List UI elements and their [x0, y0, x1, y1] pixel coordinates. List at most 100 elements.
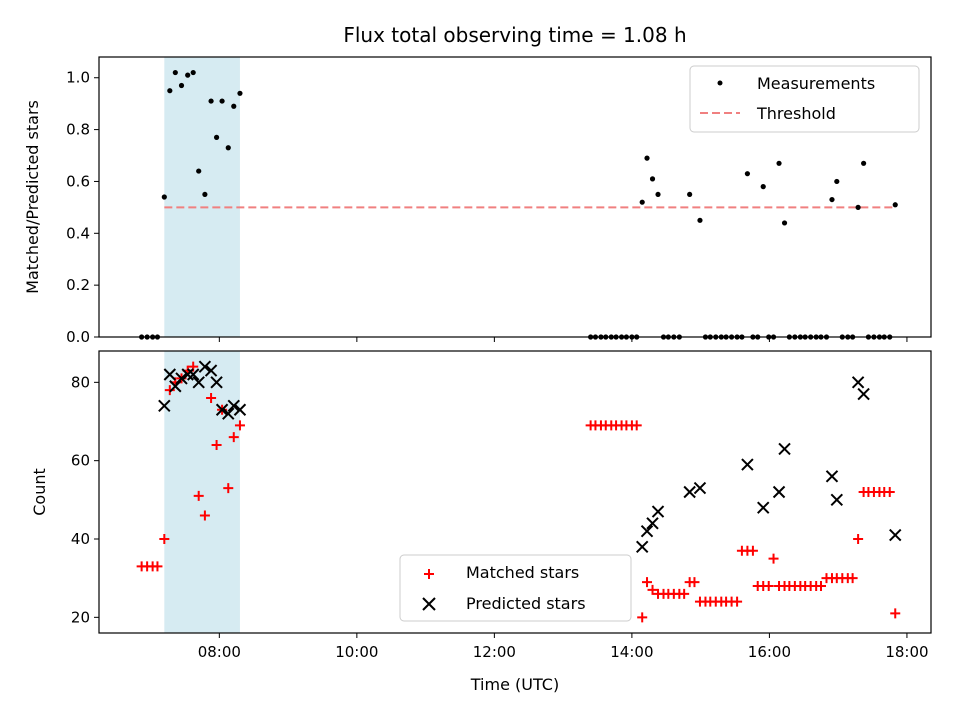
measurement-point [219, 98, 225, 104]
matched-star-point [647, 584, 658, 595]
matched-star-point [637, 612, 648, 623]
predicted-star-point [857, 387, 870, 401]
y-tick-label: 0.8 [66, 121, 90, 139]
observing-window-shade-top [164, 57, 240, 337]
predicted-star-point [683, 485, 696, 499]
matched-star-point [732, 596, 743, 607]
y-ticks-ratio: 0.0 0.2 0.4 0.6 0.8 1.0 [66, 69, 99, 346]
matched-star-point [679, 588, 690, 599]
matched-star-point [206, 393, 217, 403]
measurement-point [855, 204, 861, 210]
predicted-star-point [741, 458, 754, 471]
legend-count: Matched stars Predicted stars [399, 554, 632, 622]
measurement-point [161, 194, 167, 200]
measurement-point [687, 191, 693, 198]
y-tick-label: 80 [71, 373, 90, 391]
measurement-point [172, 69, 178, 76]
y-tick-label: 0.6 [66, 172, 90, 190]
matched-star-point [199, 510, 210, 521]
y-tick-label: 1.0 [66, 69, 90, 87]
predicted-star-point [635, 540, 649, 554]
y-tick-label: 0.4 [66, 224, 90, 242]
chart-title: Flux total observing time = 1.08 h [343, 23, 686, 47]
measurement-point [649, 176, 656, 182]
x-tick-label: 10:00 [335, 643, 378, 661]
predicted-star-point [693, 481, 707, 495]
legend-label-threshold: Threshold [756, 104, 836, 123]
matched-star-point [847, 573, 858, 584]
matched-star-point [853, 534, 864, 544]
matched-star-point [159, 534, 170, 544]
predicted-star-point [889, 528, 902, 542]
predicted-star-point [772, 485, 786, 499]
measurement-point [697, 217, 703, 223]
measurement-point [834, 178, 840, 185]
legend-marker-predicted [422, 597, 436, 611]
matched-star-point [890, 608, 901, 619]
measurement-point [781, 220, 788, 226]
predicted-star-point [222, 407, 235, 420]
legend-box-count [399, 554, 632, 622]
predicted-star-point [233, 403, 247, 416]
y-ticks-count: 20 40 60 80 [71, 373, 99, 626]
predicted-star-point [198, 360, 212, 373]
matched-star-point [884, 487, 895, 497]
y-tick-label: 20 [71, 608, 90, 626]
x-axis-label: Time (UTC) [470, 675, 559, 694]
matched-star-point [631, 420, 642, 431]
legend-box-ratio [689, 65, 920, 133]
y-tick-label: 60 [71, 452, 90, 470]
legend-ratio: Measurements Threshold [689, 65, 920, 133]
matched-star-point [763, 581, 774, 591]
measurement-point [185, 72, 191, 78]
x-ticks-count: 08:00 10:00 12:00 14:00 16:00 18:00 [198, 633, 929, 661]
measurement-point [213, 134, 220, 140]
matched-star-point [193, 490, 204, 501]
axes-frame-ratio [98, 56, 932, 338]
measurement-point [829, 196, 835, 203]
x-tick-label: 18:00 [885, 643, 928, 661]
y-tick-label: 0.0 [66, 328, 90, 346]
predicted-star-point [778, 442, 791, 456]
measurement-point [196, 168, 202, 174]
matched-star-point [689, 577, 700, 588]
predicted-star-point [851, 376, 865, 389]
matched-star-point [747, 545, 758, 556]
x-tick-label: 12:00 [473, 643, 516, 661]
predicted-star-point [158, 399, 171, 413]
predicted-star-point [181, 368, 194, 381]
matched-star-point [228, 432, 239, 443]
measurement-point [892, 202, 898, 208]
predicted-star-point [186, 368, 200, 381]
matched-star-point [152, 561, 163, 572]
measurement-point [231, 103, 237, 109]
legend-label-measurements: Measurements [757, 74, 875, 93]
y-tick-label: 40 [71, 530, 90, 548]
x-tick-label: 08:00 [198, 643, 241, 661]
matched-star-point [223, 483, 234, 494]
predicted-star-point [169, 380, 182, 393]
measurement-point [760, 184, 766, 190]
measurement-point [208, 98, 214, 104]
predicted-star-point [825, 470, 839, 483]
predicted-star-point [204, 364, 218, 377]
y-axis-label-ratio: Matched/Predicted stars [23, 100, 42, 294]
predicted-star-point [192, 376, 205, 389]
x-tick-label: 16:00 [748, 643, 791, 661]
predicted-star-point [830, 493, 844, 507]
measurement-point [744, 171, 751, 177]
predicted-star-point [757, 501, 770, 514]
legend-label-matched: Matched stars [466, 563, 579, 582]
predicted-stars-points [158, 360, 902, 554]
predicted-star-point [227, 399, 240, 413]
panel-ratio: 0.0 0.2 0.4 0.6 0.8 1.0 Matched/Predicted sta… [23, 56, 932, 346]
matched-star-point [211, 440, 222, 450]
measurement-point [237, 90, 243, 96]
measurement-point [655, 191, 661, 198]
y-axis-label-count: Count [30, 468, 49, 516]
matched-star-point [164, 385, 175, 396]
predicted-star-point [215, 403, 229, 416]
measurement-point [776, 160, 782, 166]
